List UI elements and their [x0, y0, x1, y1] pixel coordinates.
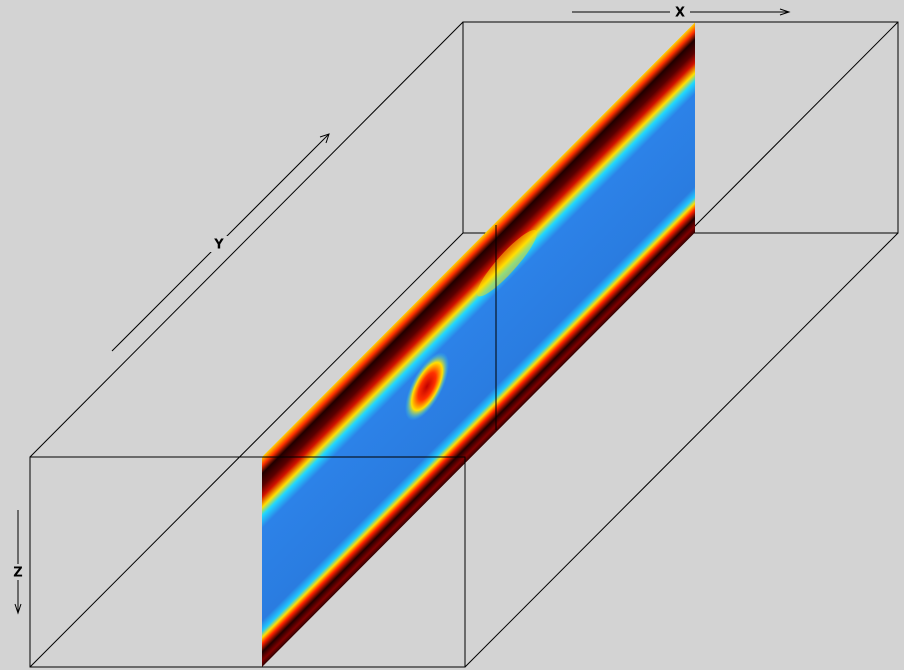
slice — [262, 22, 695, 667]
volume-view: X Y Z — [0, 0, 904, 670]
z-axis-label: Z — [13, 566, 22, 581]
page: X Y Z (() => { const data = JSON.parse(d… — [0, 0, 904, 670]
slice-image — [262, 22, 695, 667]
x-axis-label: X — [675, 6, 685, 21]
y-axis-label: Y — [213, 238, 224, 253]
